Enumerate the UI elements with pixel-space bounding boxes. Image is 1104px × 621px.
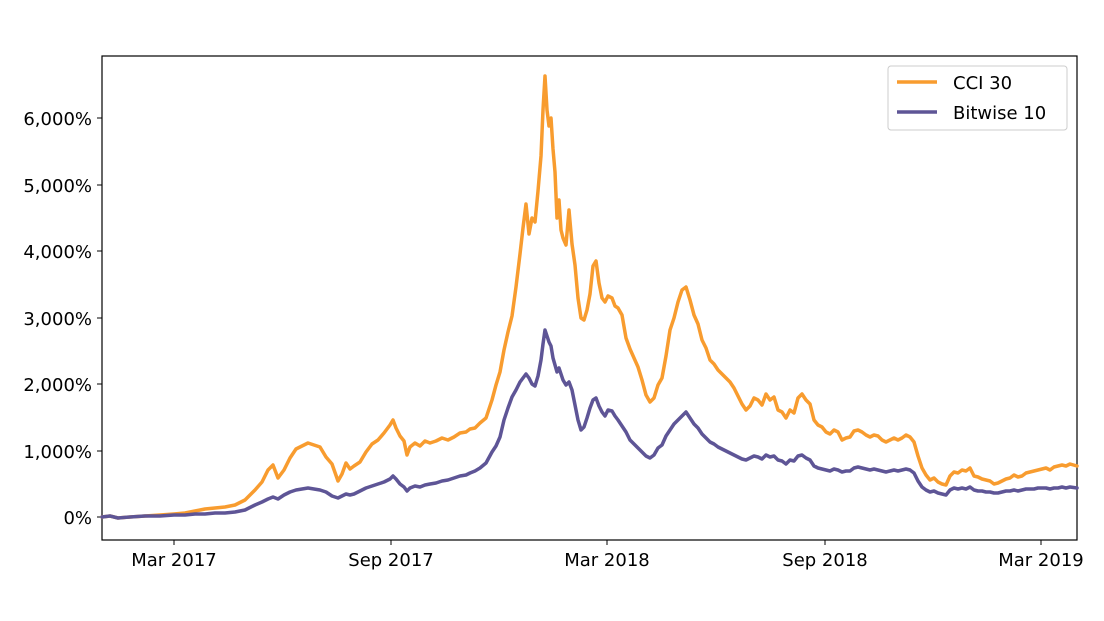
legend-label-cci30: CCI 30 — [953, 73, 1012, 94]
legend: CCI 30 Bitwise 10 — [887, 65, 1068, 131]
y-tick-label: 1,000% — [23, 442, 92, 463]
series-lines — [100, 74, 1079, 520]
x-tick-label: Mar 2017 — [131, 550, 217, 571]
x-tick-label: Mar 2018 — [564, 550, 650, 571]
legend-label-bitwise10: Bitwise 10 — [953, 103, 1046, 124]
x-tick-label: Mar 2019 — [998, 550, 1084, 571]
series-line-cci30 — [100, 74, 1079, 520]
y-tick-label: 0% — [63, 508, 92, 529]
series-line-bitwise10 — [100, 328, 1079, 520]
y-tick-label: 6,000% — [23, 109, 92, 130]
y-axis: 0% 1,000% 2,000% 3,000% 4,000% 5,000% 6,… — [23, 109, 102, 529]
y-tick-label: 2,000% — [23, 375, 92, 396]
y-tick-label: 3,000% — [23, 309, 92, 330]
y-tick-label: 5,000% — [23, 176, 92, 197]
x-axis: Mar 2017 Sep 2017 Mar 2018 Sep 2018 Mar … — [131, 540, 1084, 571]
y-tick-label: 4,000% — [23, 242, 92, 263]
x-tick-label: Sep 2017 — [348, 550, 433, 571]
x-tick-label: Sep 2018 — [782, 550, 867, 571]
